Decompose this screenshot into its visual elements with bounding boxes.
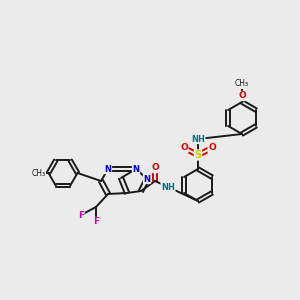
Text: O: O	[208, 143, 216, 152]
Text: N: N	[133, 164, 140, 173]
Text: NH: NH	[191, 134, 205, 143]
Text: CH₃: CH₃	[32, 169, 46, 178]
Text: N: N	[104, 164, 112, 173]
Text: CH₃: CH₃	[235, 80, 249, 88]
Text: F: F	[78, 211, 84, 220]
Text: N: N	[143, 175, 151, 184]
Text: NH: NH	[161, 182, 175, 191]
Text: S: S	[194, 150, 202, 160]
Text: O: O	[151, 164, 159, 172]
Text: O: O	[238, 92, 246, 100]
Text: F: F	[93, 218, 99, 226]
Text: O: O	[180, 143, 188, 152]
